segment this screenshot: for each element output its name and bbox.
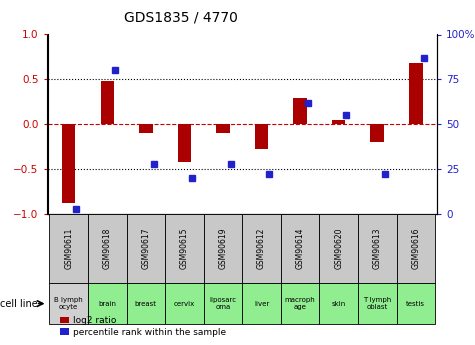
Bar (178, 124, 191, 162)
Text: GSM90614: GSM90614 (295, 228, 304, 269)
Bar (358, 214, 397, 283)
Bar (204, 214, 242, 283)
Bar (358, 283, 397, 324)
Bar (62, 124, 76, 203)
Text: GSM90615: GSM90615 (180, 228, 189, 269)
Text: liver: liver (254, 300, 269, 307)
Text: cell line: cell line (0, 299, 38, 308)
Bar (370, 124, 384, 142)
Bar (294, 98, 307, 124)
Bar (126, 214, 165, 283)
Bar (242, 214, 281, 283)
Bar (216, 124, 230, 133)
Bar (281, 283, 319, 324)
Bar (319, 283, 358, 324)
Bar (126, 283, 165, 324)
Text: skin: skin (332, 300, 346, 307)
Bar (397, 214, 435, 283)
Bar (255, 124, 268, 149)
Bar (49, 214, 88, 283)
Text: T lymph
oblast: T lymph oblast (363, 297, 391, 310)
Text: GSM90611: GSM90611 (64, 228, 73, 269)
Text: liposarc
oma: liposarc oma (209, 297, 237, 310)
Bar (101, 81, 114, 124)
Bar (88, 283, 126, 324)
Text: GSM90620: GSM90620 (334, 228, 343, 269)
Text: GSM90618: GSM90618 (103, 228, 112, 269)
Bar (165, 214, 204, 283)
Text: brain: brain (98, 300, 116, 307)
Text: GSM90619: GSM90619 (218, 228, 228, 269)
Bar (397, 283, 435, 324)
Bar (139, 124, 152, 133)
Bar (49, 283, 88, 324)
Text: breast: breast (135, 300, 157, 307)
Bar (165, 283, 204, 324)
Bar (204, 283, 242, 324)
Bar (319, 214, 358, 283)
Bar (281, 214, 319, 283)
Bar (88, 214, 126, 283)
Text: macroph
age: macroph age (285, 297, 315, 310)
Text: GSM90612: GSM90612 (257, 228, 266, 269)
Text: GDS1835 / 4770: GDS1835 / 4770 (124, 10, 238, 24)
Bar (242, 283, 281, 324)
Text: GSM90613: GSM90613 (373, 228, 382, 269)
Bar (332, 120, 345, 124)
Text: B lymph
ocyte: B lymph ocyte (54, 297, 83, 310)
Text: cervix: cervix (174, 300, 195, 307)
Text: GSM90616: GSM90616 (411, 228, 420, 269)
Legend: log2 ratio, percentile rank within the sample: log2 ratio, percentile rank within the s… (57, 313, 230, 341)
Bar (409, 63, 423, 124)
Text: testis: testis (406, 300, 425, 307)
Text: GSM90617: GSM90617 (142, 228, 151, 269)
